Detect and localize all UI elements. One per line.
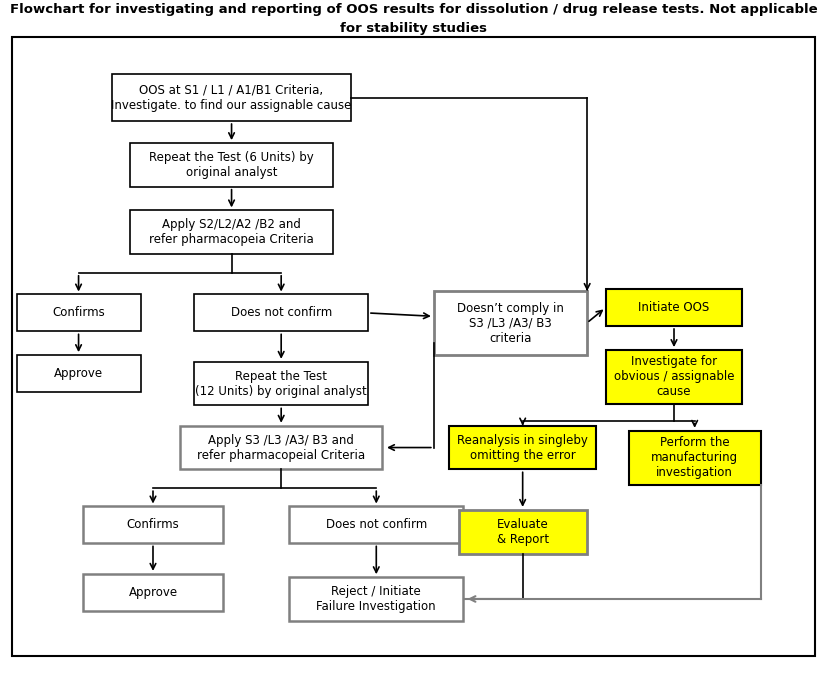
Bar bbox=[194, 294, 368, 332]
Text: for stability studies: for stability studies bbox=[340, 22, 487, 34]
Bar bbox=[194, 362, 368, 405]
Text: Does not confirm: Does not confirm bbox=[231, 306, 332, 320]
Text: Initiate OOS: Initiate OOS bbox=[638, 301, 710, 314]
Text: Apply S3 /L3 /A3/ B3 and
refer pharmacopeial Criteria: Apply S3 /L3 /A3/ B3 and refer pharmacop… bbox=[197, 433, 366, 462]
Text: Reanalysis in singleby
omitting the error: Reanalysis in singleby omitting the erro… bbox=[457, 433, 588, 462]
Bar bbox=[433, 291, 586, 355]
Bar bbox=[605, 350, 742, 404]
Text: Flowchart for investigating and reporting of OOS results for dissolution / drug : Flowchart for investigating and reportin… bbox=[10, 3, 817, 16]
Text: Repeat the Test (6 Units) by
original analyst: Repeat the Test (6 Units) by original an… bbox=[149, 151, 314, 179]
Bar bbox=[605, 289, 742, 326]
Text: Repeat the Test
(12 Units) by original analyst: Repeat the Test (12 Units) by original a… bbox=[195, 369, 367, 398]
Text: Approve: Approve bbox=[54, 367, 103, 380]
Text: Reject / Initiate
Failure Investigation: Reject / Initiate Failure Investigation bbox=[317, 585, 436, 613]
Text: Does not confirm: Does not confirm bbox=[326, 518, 427, 532]
Bar bbox=[83, 573, 223, 611]
Bar bbox=[449, 426, 596, 470]
Text: Confirms: Confirms bbox=[127, 518, 179, 532]
Bar bbox=[17, 355, 141, 392]
Text: OOS at S1 / L1 / A1/B1 Criteria,
Investigate. to find our assignable cause: OOS at S1 / L1 / A1/B1 Criteria, Investi… bbox=[112, 83, 351, 112]
Bar bbox=[629, 431, 761, 485]
Text: Evaluate
& Report: Evaluate & Report bbox=[496, 518, 549, 546]
Text: Perform the
manufacturing
investigation: Perform the manufacturing investigation bbox=[651, 436, 739, 479]
Bar bbox=[131, 143, 333, 187]
Text: Apply S2/L2/A2 /B2 and
refer pharmacopeia Criteria: Apply S2/L2/A2 /B2 and refer pharmacopei… bbox=[149, 218, 314, 246]
Bar bbox=[112, 74, 351, 121]
Bar bbox=[289, 507, 463, 544]
Bar bbox=[83, 507, 223, 544]
Bar bbox=[289, 577, 463, 621]
Bar bbox=[131, 210, 333, 254]
Text: Investigate for
obvious / assignable
cause: Investigate for obvious / assignable cau… bbox=[614, 355, 734, 398]
Text: Doesn’t comply in
S3 /L3 /A3/ B3
criteria: Doesn’t comply in S3 /L3 /A3/ B3 criteri… bbox=[457, 302, 564, 345]
Text: Confirms: Confirms bbox=[52, 306, 105, 320]
Bar bbox=[17, 294, 141, 332]
Bar bbox=[180, 426, 383, 470]
Bar bbox=[458, 510, 587, 553]
Text: Approve: Approve bbox=[128, 586, 178, 599]
